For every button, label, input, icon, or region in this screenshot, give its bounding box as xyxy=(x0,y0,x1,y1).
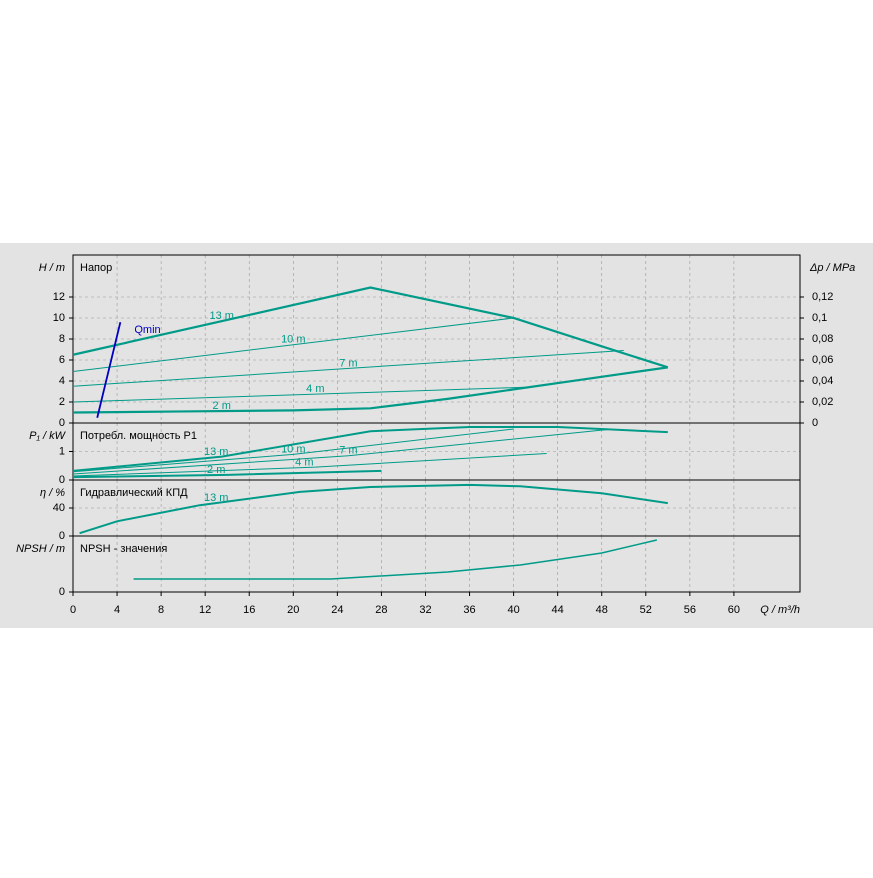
panel-title: Гидравлический КПД xyxy=(80,487,188,499)
y-tick-label: 12 xyxy=(53,291,65,303)
x-axis-label: Q / m³/h xyxy=(760,604,800,616)
curve-label: 13 m xyxy=(204,446,228,458)
y-tick-label: 0 xyxy=(59,474,65,486)
y2-tick-label: 0,02 xyxy=(812,396,833,408)
x-tick-label: 16 xyxy=(243,604,255,616)
curve-label: 7 m xyxy=(339,445,357,457)
y2-axis-label: Δp / MPa xyxy=(809,262,855,274)
x-tick-label: 32 xyxy=(419,604,431,616)
curve-label: 13 m xyxy=(204,492,228,504)
curve-label: 4 m xyxy=(306,383,324,395)
y2-tick-label: 0,12 xyxy=(812,291,833,303)
y2-tick-label: 0 xyxy=(812,417,818,429)
y-tick-label: 1 xyxy=(59,445,65,457)
y-axis-label: NPSH / m xyxy=(16,543,65,555)
curve-label: 4 m xyxy=(295,456,313,468)
x-tick-label: 4 xyxy=(114,604,120,616)
curve xyxy=(72,317,514,373)
curve xyxy=(72,386,525,403)
curve-label: 13 m xyxy=(209,310,233,322)
y-axis-label: P₁ / kW xyxy=(29,430,66,442)
x-tick-label: 12 xyxy=(199,604,211,616)
curve xyxy=(72,350,624,387)
curve xyxy=(96,321,122,418)
curve xyxy=(72,428,613,475)
y-tick-label: 6 xyxy=(59,354,65,366)
y2-tick-label: 0,04 xyxy=(812,375,833,387)
curve xyxy=(72,469,382,479)
x-tick-label: 28 xyxy=(375,604,387,616)
y-tick-label: 0 xyxy=(59,586,65,598)
curve xyxy=(133,539,657,580)
y-axis-label: η / % xyxy=(40,487,65,499)
x-tick-label: 44 xyxy=(552,604,564,616)
x-tick-label: 48 xyxy=(596,604,608,616)
panel-title: NPSH - значения xyxy=(80,543,167,555)
y-tick-label: 40 xyxy=(53,502,65,514)
y-tick-label: 4 xyxy=(59,375,65,387)
y-tick-label: 0 xyxy=(59,530,65,542)
panel-title: Напор xyxy=(80,262,112,274)
curve xyxy=(72,428,514,473)
panel-title: Потребл. мощность P1 xyxy=(80,430,197,442)
x-tick-label: 52 xyxy=(640,604,652,616)
y-tick-label: 10 xyxy=(53,312,65,324)
y-tick-label: 0 xyxy=(59,417,65,429)
x-tick-label: 36 xyxy=(463,604,475,616)
x-tick-label: 56 xyxy=(684,604,696,616)
curve-label: 10 m xyxy=(281,334,305,346)
curve-label: 2 m xyxy=(207,464,225,476)
y2-tick-label: 0,08 xyxy=(812,333,833,345)
panel-background xyxy=(0,243,873,628)
y-tick-label: 2 xyxy=(59,396,65,408)
curve xyxy=(72,452,547,477)
x-tick-label: 20 xyxy=(287,604,299,616)
x-tick-label: 0 xyxy=(70,604,76,616)
y2-tick-label: 0,1 xyxy=(812,312,827,324)
y-tick-label: 8 xyxy=(59,333,65,345)
curve-label: 10 m xyxy=(281,443,305,455)
x-tick-label: 8 xyxy=(158,604,164,616)
curve-label: 7 m xyxy=(339,357,357,369)
plot-frame xyxy=(72,535,801,593)
x-tick-label: 60 xyxy=(728,604,740,616)
curve-label: Qmin xyxy=(134,324,160,336)
x-tick-label: 24 xyxy=(331,604,343,616)
curve xyxy=(79,483,668,535)
curve-label: 2 m xyxy=(213,400,231,412)
curve xyxy=(72,366,668,414)
x-tick-label: 40 xyxy=(507,604,519,616)
y-axis-label: H / m xyxy=(39,262,65,274)
y2-tick-label: 0,06 xyxy=(812,354,833,366)
curve xyxy=(72,425,668,472)
